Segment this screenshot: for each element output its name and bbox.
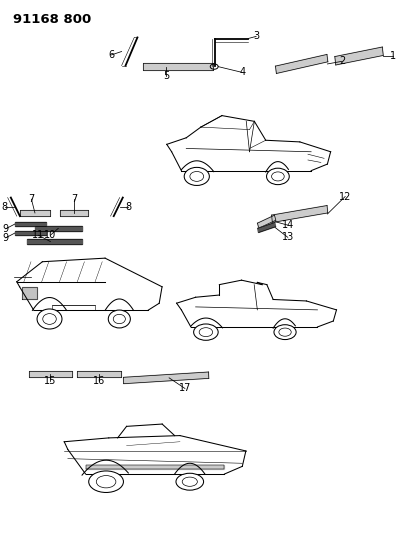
Polygon shape: [60, 211, 88, 216]
Polygon shape: [124, 372, 209, 384]
Text: 8: 8: [2, 202, 8, 212]
Polygon shape: [29, 372, 72, 377]
Polygon shape: [15, 222, 46, 226]
Text: 4: 4: [239, 68, 245, 77]
Text: 5: 5: [163, 71, 169, 81]
Polygon shape: [258, 215, 276, 228]
Text: 6: 6: [108, 50, 114, 60]
Polygon shape: [143, 63, 213, 70]
Polygon shape: [276, 54, 328, 74]
Text: 3: 3: [253, 31, 259, 42]
Ellipse shape: [89, 471, 124, 492]
Text: 7: 7: [71, 194, 77, 204]
Text: 9: 9: [3, 233, 9, 243]
Text: 2: 2: [339, 56, 345, 66]
Text: 7: 7: [28, 194, 34, 204]
Ellipse shape: [108, 310, 130, 328]
Polygon shape: [258, 223, 276, 232]
Polygon shape: [86, 465, 224, 469]
Ellipse shape: [266, 168, 289, 184]
Polygon shape: [20, 211, 50, 216]
Text: 15: 15: [44, 376, 56, 386]
Polygon shape: [34, 225, 82, 231]
Polygon shape: [335, 47, 383, 65]
Text: 1: 1: [390, 51, 396, 61]
Text: 91168 800: 91168 800: [13, 13, 91, 26]
Polygon shape: [22, 287, 37, 299]
Polygon shape: [77, 372, 121, 377]
Ellipse shape: [176, 473, 204, 490]
Ellipse shape: [37, 309, 62, 329]
Text: 8: 8: [125, 202, 132, 212]
Ellipse shape: [184, 167, 209, 185]
Polygon shape: [27, 239, 82, 244]
Ellipse shape: [194, 324, 218, 340]
Text: 13: 13: [282, 232, 294, 243]
Text: 9: 9: [3, 224, 9, 234]
Text: 14: 14: [282, 220, 294, 230]
Text: 10: 10: [44, 230, 56, 240]
Text: 11: 11: [32, 230, 45, 240]
Text: 16: 16: [93, 376, 105, 386]
Ellipse shape: [274, 325, 296, 340]
Polygon shape: [272, 206, 328, 222]
Text: 17: 17: [179, 383, 191, 393]
Polygon shape: [15, 231, 46, 235]
Text: 12: 12: [339, 191, 351, 201]
